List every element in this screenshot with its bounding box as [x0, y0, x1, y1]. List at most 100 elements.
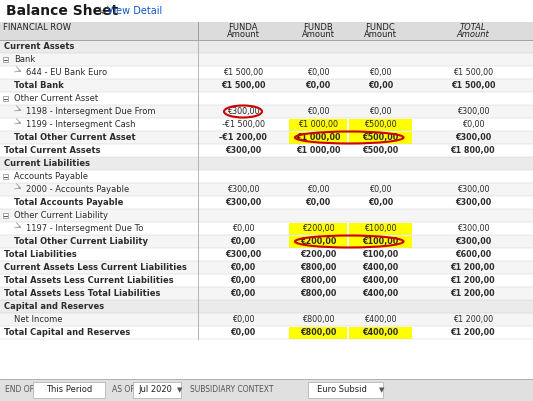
Text: €1 200,00: €1 200,00 [451, 263, 495, 272]
Text: Total Capital and Reserves: Total Capital and Reserves [4, 328, 130, 337]
Text: €0,00: €0,00 [369, 68, 392, 77]
Text: €0,00: €0,00 [230, 237, 256, 246]
Text: €0,00: €0,00 [230, 276, 256, 285]
Bar [289, 223, 347, 235]
FancyBboxPatch shape [133, 382, 181, 398]
Text: €0,00: €0,00 [307, 185, 329, 194]
Bar [3, 57, 7, 62]
Text: €400,00: €400,00 [362, 289, 399, 298]
Bar [0, 196, 533, 209]
Text: €1 000,00: €1 000,00 [298, 120, 338, 129]
Text: SUBSIDIARY CONTEXT: SUBSIDIARY CONTEXT [190, 385, 273, 395]
Text: €800,00: €800,00 [300, 289, 336, 298]
Text: Other Current Asset: Other Current Asset [14, 94, 98, 103]
Text: Amount: Amount [302, 30, 335, 39]
Bar [0, 40, 533, 53]
Text: €300,00: €300,00 [225, 198, 261, 207]
Text: Bank: Bank [14, 55, 35, 64]
Bar [349, 223, 412, 235]
Text: Amount: Amount [457, 30, 489, 39]
Text: €300,00: €300,00 [225, 250, 261, 259]
Text: €800,00: €800,00 [300, 263, 336, 272]
Bar [0, 287, 533, 300]
Text: Total Other Current Asset: Total Other Current Asset [14, 133, 135, 142]
Text: Accounts Payable: Accounts Payable [14, 172, 88, 181]
Bar [3, 213, 7, 218]
Bar [349, 236, 412, 248]
Text: €300,00: €300,00 [227, 107, 259, 116]
Bar [349, 132, 412, 144]
Text: €100,00: €100,00 [362, 250, 399, 259]
Text: AS OF: AS OF [112, 385, 135, 395]
Text: €0,00: €0,00 [230, 328, 256, 337]
Text: €300,00: €300,00 [455, 198, 491, 207]
Text: €1 500,00: €1 500,00 [451, 81, 495, 90]
Bar [0, 118, 533, 131]
Bar [0, 92, 533, 105]
Text: €100,00: €100,00 [362, 237, 399, 246]
Text: FUNDA: FUNDA [228, 23, 258, 32]
Bar [0, 274, 533, 287]
FancyBboxPatch shape [308, 382, 383, 398]
Bar [0, 300, 533, 313]
Text: ↳: ↳ [98, 6, 106, 16]
Text: Current Assets: Current Assets [4, 42, 75, 51]
Text: €300,00: €300,00 [227, 185, 259, 194]
Text: €0,00: €0,00 [230, 263, 256, 272]
Text: €500,00: €500,00 [362, 133, 399, 142]
Bar [349, 119, 412, 131]
Text: FUNDC: FUNDC [366, 23, 395, 32]
Text: €100,00: €100,00 [364, 224, 397, 233]
Text: €300,00: €300,00 [225, 146, 261, 155]
Text: €0,00: €0,00 [230, 289, 256, 298]
Text: Current Assets Less Current Liabilities: Current Assets Less Current Liabilities [4, 263, 187, 272]
Text: €0,00: €0,00 [232, 315, 254, 324]
Bar [3, 174, 7, 179]
Text: €1 500,00: €1 500,00 [223, 68, 263, 77]
Text: FINANCIAL ROW: FINANCIAL ROW [3, 23, 71, 32]
Bar [289, 132, 347, 144]
Text: €800,00: €800,00 [300, 328, 336, 337]
Text: €500,00: €500,00 [362, 146, 399, 155]
Text: €800,00: €800,00 [300, 276, 336, 285]
Text: €300,00: €300,00 [455, 133, 491, 142]
Text: Total Accounts Payable: Total Accounts Payable [14, 198, 123, 207]
Text: €300,00: €300,00 [457, 185, 489, 194]
Bar [0, 0, 533, 22]
Text: €1 200,00: €1 200,00 [451, 276, 495, 285]
Bar [0, 53, 533, 66]
Text: 2000 - Accounts Payable: 2000 - Accounts Payable [26, 185, 129, 194]
Text: €0,00: €0,00 [307, 68, 329, 77]
Text: Other Current Liability: Other Current Liability [14, 211, 108, 220]
Bar [0, 131, 533, 144]
Bar [0, 248, 533, 261]
Bar [0, 170, 533, 183]
Text: ▼: ▼ [177, 387, 182, 393]
Text: Euro Subsid: Euro Subsid [317, 385, 367, 395]
Text: Total Other Current Liability: Total Other Current Liability [14, 237, 148, 246]
Text: View Detail: View Detail [107, 6, 162, 16]
Text: €1 200,00: €1 200,00 [451, 328, 495, 337]
Text: ▼: ▼ [379, 387, 384, 393]
Bar [0, 235, 533, 248]
Text: Amount: Amount [364, 30, 397, 39]
Bar [0, 79, 533, 92]
Bar [0, 22, 533, 40]
Text: €0,00: €0,00 [369, 185, 392, 194]
Bar [0, 379, 533, 401]
Text: €0,00: €0,00 [462, 120, 484, 129]
Bar [289, 119, 347, 131]
Bar [289, 236, 347, 248]
Text: END OF: END OF [5, 385, 34, 395]
Text: Total Current Assets: Total Current Assets [4, 146, 101, 155]
Bar [0, 183, 533, 196]
Text: €1 200,00: €1 200,00 [453, 315, 493, 324]
Text: 1197 - Intersegment Due To: 1197 - Intersegment Due To [26, 224, 143, 233]
Text: €0,00: €0,00 [368, 81, 393, 90]
Text: €300,00: €300,00 [457, 224, 489, 233]
Text: €0,00: €0,00 [369, 107, 392, 116]
Text: TOTAL: TOTAL [460, 23, 486, 32]
Text: Total Assets Less Current Liabilities: Total Assets Less Current Liabilities [4, 276, 174, 285]
Text: €600,00: €600,00 [455, 250, 491, 259]
Text: €1 500,00: €1 500,00 [453, 68, 493, 77]
